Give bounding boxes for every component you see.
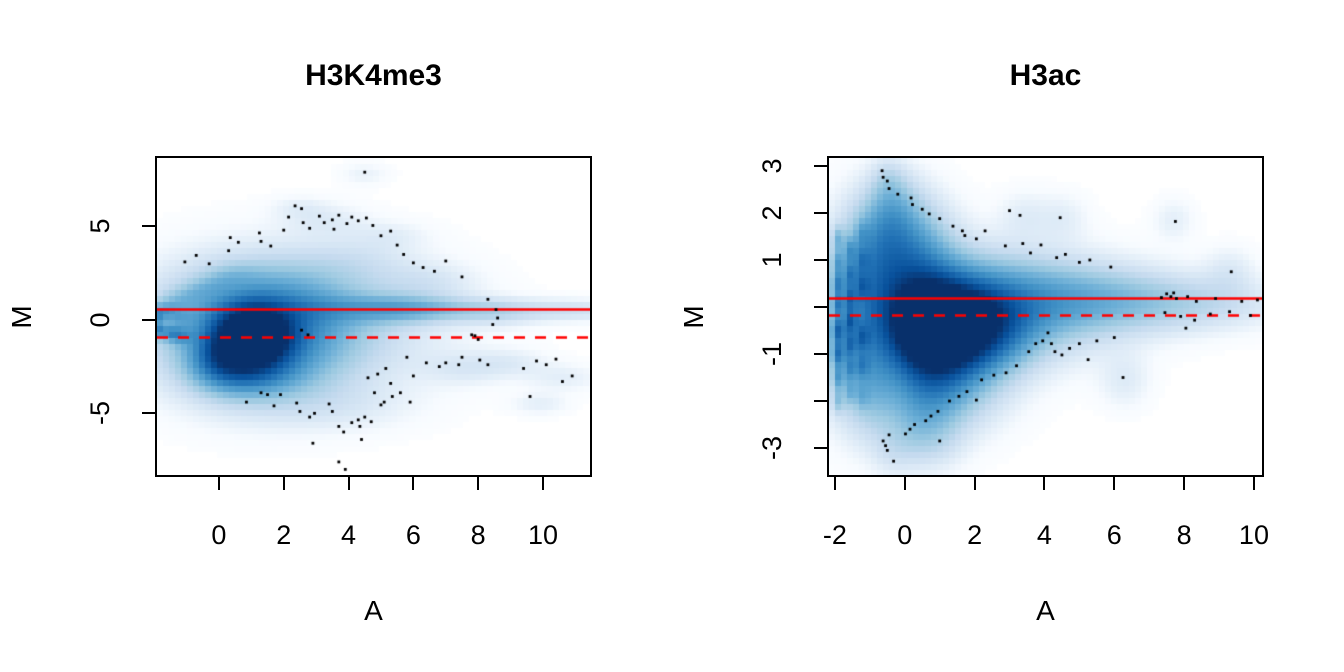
y-axis-tick-label: 3 <box>757 158 787 174</box>
x-axis-tick-label: 4 <box>341 520 357 550</box>
x-axis-tick <box>903 477 906 490</box>
x-axis-tick <box>217 477 220 490</box>
x-axis-tick <box>1252 477 1255 490</box>
x-axis-tick-label: 2 <box>967 520 983 550</box>
y-axis-tick-label: -3 <box>757 436 787 461</box>
ma-plot-h3ac: H3ac A M -2 0 2 4 6 8 10 3 2 1 -1 -3 <box>678 59 1269 626</box>
x-axis-tick-label: 0 <box>211 520 227 550</box>
x-axis-tick <box>1183 477 1186 490</box>
x-axis-tick-label: 10 <box>527 520 559 550</box>
x-axis-tick-label: 8 <box>470 520 486 550</box>
plot-title: H3K4me3 <box>305 59 442 92</box>
x-axis-tick <box>282 477 285 490</box>
x-axis-tick-label: 0 <box>897 520 913 550</box>
y-axis-tick-label: 1 <box>757 252 787 268</box>
y-axis-tick-label: -1 <box>757 342 787 367</box>
y-axis-tick <box>814 306 827 308</box>
y-axis-tick <box>814 400 827 402</box>
y-axis-tick <box>814 211 827 214</box>
y-axis-tick <box>814 447 827 450</box>
plot-area: H3ac A M -2 0 2 4 6 8 10 3 2 1 -1 -3 <box>678 59 1269 626</box>
y-axis-tick <box>814 353 827 355</box>
y-axis-label: M <box>6 305 37 329</box>
y-axis-tick <box>814 164 827 167</box>
density-canvas <box>829 158 1262 475</box>
x-axis-tick <box>347 477 350 490</box>
x-axis-tick <box>1113 477 1116 490</box>
y-axis-tick <box>142 412 155 415</box>
y-axis-tick-label: 5 <box>85 218 115 234</box>
x-axis-tick-label: 4 <box>1036 520 1052 550</box>
y-axis-tick-label: 2 <box>757 205 787 221</box>
x-axis-tick-label: -2 <box>822 520 847 550</box>
plot-title: H3ac <box>1009 59 1082 92</box>
ma-plot-h3k4me3: H3K4me3 A M 0 2 4 6 8 10 5 0 -5 <box>6 59 592 626</box>
x-axis-tick-label: 6 <box>405 520 421 550</box>
plot-area: H3K4me3 A M 0 2 4 6 8 10 5 0 -5 <box>6 59 590 626</box>
y-axis-tick <box>142 318 155 321</box>
x-axis-tick-label: 6 <box>1106 520 1122 550</box>
y-axis-tick-label: 0 <box>85 312 115 328</box>
x-axis-tick <box>833 477 836 490</box>
y-axis-tick <box>142 225 155 228</box>
x-axis-tick <box>412 477 415 490</box>
x-axis-label: A <box>1036 595 1055 626</box>
density-canvas <box>157 158 590 475</box>
x-axis-tick <box>477 477 480 490</box>
x-axis-tick <box>1043 477 1046 490</box>
y-axis-tick-label: -5 <box>85 401 115 426</box>
y-axis-label: M <box>678 305 709 329</box>
x-axis-label: A <box>364 595 383 626</box>
x-axis-tick-label: 8 <box>1176 520 1192 550</box>
x-axis-tick-label: 2 <box>276 520 292 550</box>
y-axis-tick <box>814 259 827 261</box>
x-axis-tick <box>542 477 544 490</box>
x-axis-tick-label: 10 <box>1238 520 1269 550</box>
x-axis-tick <box>973 477 976 490</box>
